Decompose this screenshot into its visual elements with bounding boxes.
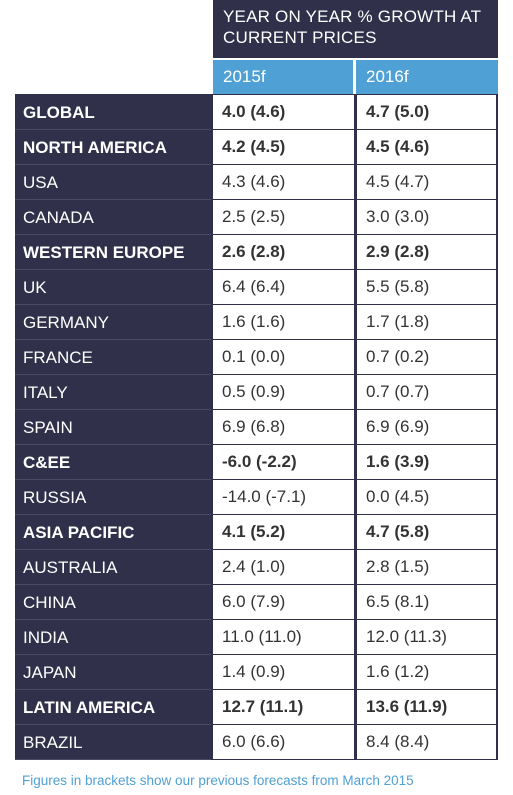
cell-2016f: 4.7 (5.0) <box>355 95 498 130</box>
row-label: LATIN AMERICA <box>15 690 211 725</box>
table-row: ASIA PACIFIC 4.1 (5.2) 4.7 (5.8) <box>15 515 498 550</box>
table-row: UK 6.4 (6.4) 5.5 (5.8) <box>15 270 498 305</box>
cell-2015f: 2.4 (1.0) <box>211 550 355 585</box>
table-row: NORTH AMERICA 4.2 (4.5) 4.5 (4.6) <box>15 130 498 165</box>
row-label: INDIA <box>15 620 211 655</box>
header-title-text: YEAR ON YEAR % GROWTH AT CURRENT PRICES <box>223 7 481 47</box>
column-header-2015f: 2015f <box>213 60 353 94</box>
cell-2016f: 1.6 (1.2) <box>355 655 498 690</box>
cell-2016f: 1.6 (3.9) <box>355 445 498 480</box>
row-label: ASIA PACIFIC <box>15 515 211 550</box>
cell-2016f: 6.5 (8.1) <box>355 585 498 620</box>
row-label: RUSSIA <box>15 480 211 515</box>
cell-2015f: 2.6 (2.8) <box>211 235 355 270</box>
cell-2016f: 3.0 (3.0) <box>355 200 498 235</box>
table-row: CHINA 6.0 (7.9) 6.5 (8.1) <box>15 585 498 620</box>
row-label: USA <box>15 165 211 200</box>
row-label: CHINA <box>15 585 211 620</box>
cell-2015f: 11.0 (11.0) <box>211 620 355 655</box>
cell-2015f: 2.5 (2.5) <box>211 200 355 235</box>
table-row: SPAIN 6.9 (6.8) 6.9 (6.9) <box>15 410 498 445</box>
cell-2016f: 5.5 (5.8) <box>355 270 498 305</box>
table-row: GERMANY 1.6 (1.6) 1.7 (1.8) <box>15 305 498 340</box>
cell-2015f: 6.9 (6.8) <box>211 410 355 445</box>
row-label: UK <box>15 270 211 305</box>
row-label: WESTERN EUROPE <box>15 235 211 270</box>
cell-2016f: 12.0 (11.3) <box>355 620 498 655</box>
growth-table: GLOBAL 4.0 (4.6) 4.7 (5.0) NORTH AMERICA 4.2… <box>15 94 498 760</box>
row-label: FRANCE <box>15 340 211 375</box>
cell-2016f: 2.8 (1.5) <box>355 550 498 585</box>
table-row: C&EE -6.0 (-2.2) 1.6 (3.9) <box>15 445 498 480</box>
cell-2015f: 1.6 (1.6) <box>211 305 355 340</box>
row-label: JAPAN <box>15 655 211 690</box>
table-row: JAPAN 1.4 (0.9) 1.6 (1.2) <box>15 655 498 690</box>
cell-2016f: 1.7 (1.8) <box>355 305 498 340</box>
table-row: USA 4.3 (4.6) 4.5 (4.7) <box>15 165 498 200</box>
cell-2016f: 13.6 (11.9) <box>355 690 498 725</box>
column-header-2016f: 2016f <box>356 60 498 94</box>
row-label: BRAZIL <box>15 725 211 760</box>
cell-2016f: 4.5 (4.6) <box>355 130 498 165</box>
table-row: INDIA 11.0 (11.0) 12.0 (11.3) <box>15 620 498 655</box>
cell-2016f: 0.0 (4.5) <box>355 480 498 515</box>
table-row: AUSTRALIA 2.4 (1.0) 2.8 (1.5) <box>15 550 498 585</box>
cell-2015f: 4.0 (4.6) <box>211 95 355 130</box>
table-header-title: YEAR ON YEAR % GROWTH AT CURRENT PRICES <box>213 0 498 58</box>
table-row: WESTERN EUROPE 2.6 (2.8) 2.9 (2.8) <box>15 235 498 270</box>
cell-2015f: -14.0 (-7.1) <box>211 480 355 515</box>
table-row: BRAZIL 6.0 (6.6) 8.4 (8.4) <box>15 725 498 760</box>
row-label: GERMANY <box>15 305 211 340</box>
cell-2015f: 6.0 (7.9) <box>211 585 355 620</box>
cell-2015f: 0.5 (0.9) <box>211 375 355 410</box>
cell-2016f: 4.5 (4.7) <box>355 165 498 200</box>
table-row: CANADA 2.5 (2.5) 3.0 (3.0) <box>15 200 498 235</box>
cell-2015f: 6.0 (6.6) <box>211 725 355 760</box>
cell-2015f: 12.7 (11.1) <box>211 690 355 725</box>
footnote: Figures in brackets show our previous fo… <box>22 773 414 788</box>
table-row: FRANCE 0.1 (0.0) 0.7 (0.2) <box>15 340 498 375</box>
cell-2016f: 4.7 (5.8) <box>355 515 498 550</box>
row-label: CANADA <box>15 200 211 235</box>
cell-2016f: 0.7 (0.2) <box>355 340 498 375</box>
cell-2015f: 4.1 (5.2) <box>211 515 355 550</box>
row-label: NORTH AMERICA <box>15 130 211 165</box>
cell-2016f: 0.7 (0.7) <box>355 375 498 410</box>
cell-2015f: 4.2 (4.5) <box>211 130 355 165</box>
cell-2016f: 2.9 (2.8) <box>355 235 498 270</box>
row-label: GLOBAL <box>15 95 211 130</box>
cell-2015f: 0.1 (0.0) <box>211 340 355 375</box>
cell-2015f: -6.0 (-2.2) <box>211 445 355 480</box>
cell-2015f: 1.4 (0.9) <box>211 655 355 690</box>
row-label: ITALY <box>15 375 211 410</box>
row-label: AUSTRALIA <box>15 550 211 585</box>
table-row: RUSSIA -14.0 (-7.1) 0.0 (4.5) <box>15 480 498 515</box>
table-row: ITALY 0.5 (0.9) 0.7 (0.7) <box>15 375 498 410</box>
row-label: C&EE <box>15 445 211 480</box>
row-label: SPAIN <box>15 410 211 445</box>
cell-2016f: 6.9 (6.9) <box>355 410 498 445</box>
cell-2015f: 4.3 (4.6) <box>211 165 355 200</box>
table-row: GLOBAL 4.0 (4.6) 4.7 (5.0) <box>15 95 498 130</box>
table-row: LATIN AMERICA 12.7 (11.1) 13.6 (11.9) <box>15 690 498 725</box>
cell-2016f: 8.4 (8.4) <box>355 725 498 760</box>
cell-2015f: 6.4 (6.4) <box>211 270 355 305</box>
